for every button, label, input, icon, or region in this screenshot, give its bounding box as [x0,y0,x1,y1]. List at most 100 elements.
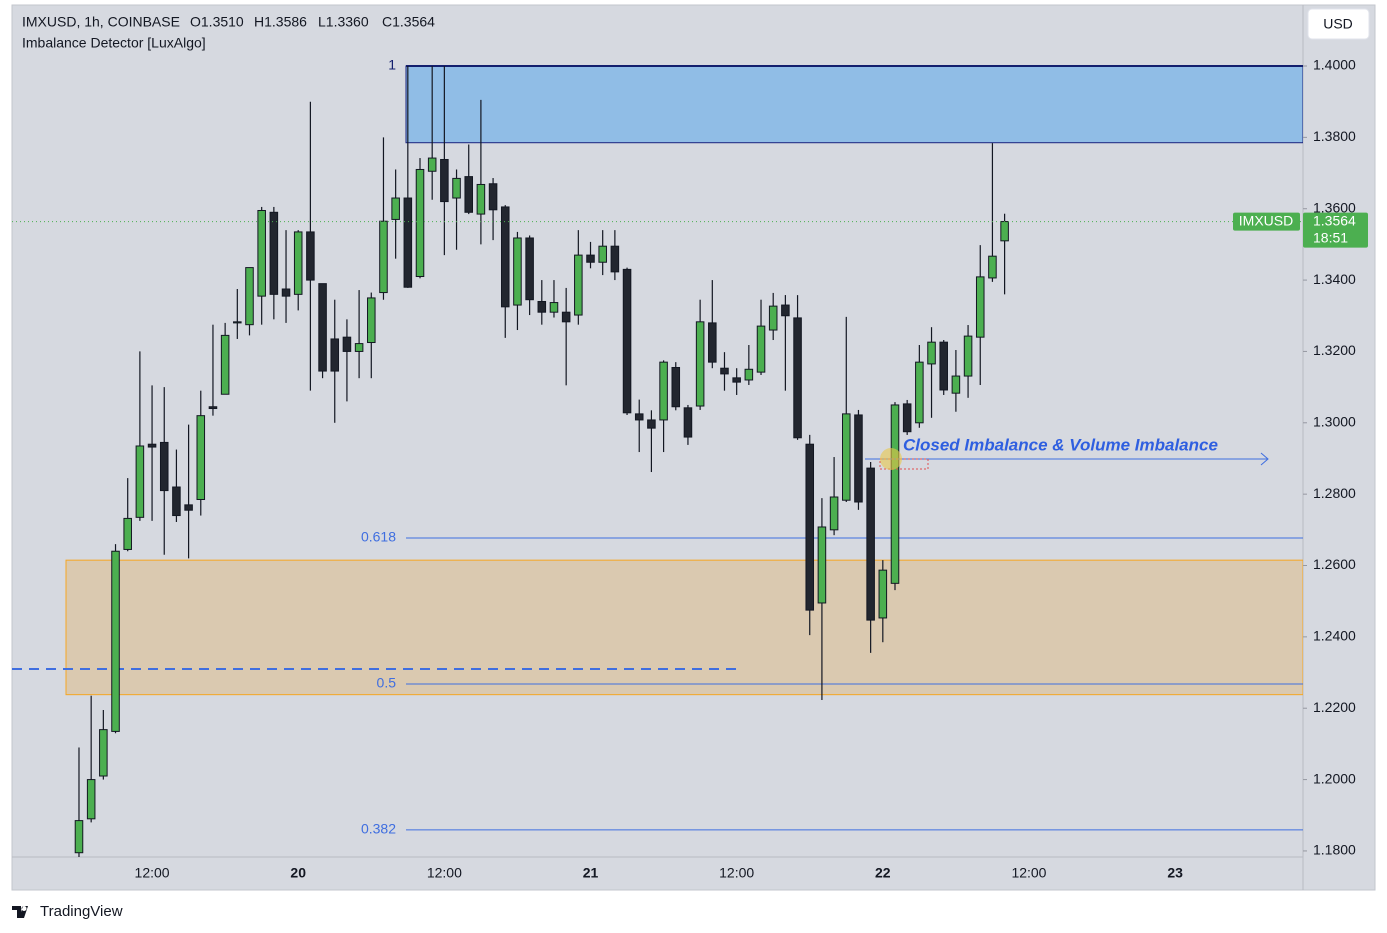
candle-body [1000,221,1009,242]
candle-body [74,820,84,854]
candle-body [720,367,729,375]
currency-button[interactable] [1307,8,1370,40]
countdown-label: 18:51 [1313,229,1348,245]
candle-body [598,245,607,263]
y-tick-label: 1.3200 [1313,342,1356,358]
annotation-arrow [865,452,1269,466]
logo-icon [12,906,28,918]
candle-body [184,504,193,511]
y-tick-label: 1.3000 [1313,413,1356,429]
candle-body [172,486,181,517]
candle-body [805,443,815,611]
candle-body [817,526,827,604]
candle-body [318,283,327,372]
candle-body [257,210,266,297]
candle-body [610,245,620,273]
candle-body [123,517,132,550]
fib-label: 1 [388,57,396,73]
x-tick-label: 12:00 [427,865,462,881]
x-tick-label: 12:00 [135,865,170,881]
candle-body [233,321,242,324]
candle-body [842,413,851,501]
candle-body [500,206,510,308]
symbol-title: IMXUSD, 1h, COINBASE [22,14,180,30]
candle-body [99,729,108,777]
candle-body [793,317,802,439]
currency-label: USD [1323,16,1353,32]
candle-body [683,407,693,438]
y-tick-label: 1.1800 [1313,842,1356,858]
x-tick-label: 20 [290,865,306,881]
indicator-name: Imbalance Detector [LuxAlgo] [22,35,206,51]
y-tick-label: 1.2800 [1313,485,1356,501]
candle-body [415,168,425,278]
brand-logo: TradingView [12,903,123,920]
candle-body [854,414,863,503]
candle-body [695,321,705,407]
candle-body [354,343,364,352]
y-tick-label: 1.3600 [1313,199,1356,215]
y-tick-label: 1.2000 [1313,770,1356,786]
candle-body [866,467,875,621]
y-tick-label: 1.4000 [1313,57,1356,73]
candle-body [196,415,206,501]
zone [405,65,1303,144]
candle-body [306,231,315,281]
candle-body [464,176,473,213]
candle-body [647,419,656,429]
ohlc-close: C1.3564 [382,14,435,30]
y-tick-label: 1.2200 [1313,699,1356,715]
candle-body [342,336,352,352]
candle-body [440,158,449,203]
candle-body [622,268,632,414]
candle-body [963,335,973,377]
candle-body [915,361,924,424]
imbalance-marker [880,448,902,470]
candle-body [708,322,717,363]
candle-body [902,403,912,433]
plot-area [12,65,1303,857]
candle-body [293,231,303,295]
candle-body [537,300,547,313]
price-tag-label: 1.3564 [1313,212,1356,228]
candle-body [220,334,230,395]
ohlc-high: H1.3586 [254,14,307,30]
x-tick-label: 12:00 [719,865,754,881]
candle-body [135,445,145,518]
fib-label: 0.618 [361,529,396,545]
candle-body [951,375,961,394]
candle-body [269,211,279,295]
candle-body [878,569,888,619]
candle-body [159,441,169,492]
candle-body [975,276,985,338]
candle-body [781,304,790,317]
candle-body [403,197,413,288]
zone [65,559,1303,696]
candle-body [281,288,291,297]
candle-body [829,496,839,531]
candle-body [671,366,681,408]
candle-body [768,305,778,331]
y-tick-label: 1.2600 [1313,556,1356,572]
candle-body [488,183,498,211]
candle-body [208,406,218,410]
candle-body [756,325,766,373]
y-tick-label: 1.2400 [1313,628,1356,644]
candle-body [988,255,997,279]
candle-body [525,237,534,301]
ohlc-open: O1.3510 [190,14,244,30]
candle-body [561,311,571,323]
candle-body [939,341,948,391]
fib-label: 0.382 [361,821,396,837]
candle-body [245,267,254,326]
candle-body [659,361,668,421]
candle-body [586,254,595,263]
candle-body [549,302,559,313]
price-tag [1303,212,1368,248]
candle-body [391,197,400,220]
candle-body [379,220,388,294]
candle-body [330,338,340,372]
candle-body [634,413,644,421]
symbol-tag-label: IMXUSD [1239,212,1293,228]
